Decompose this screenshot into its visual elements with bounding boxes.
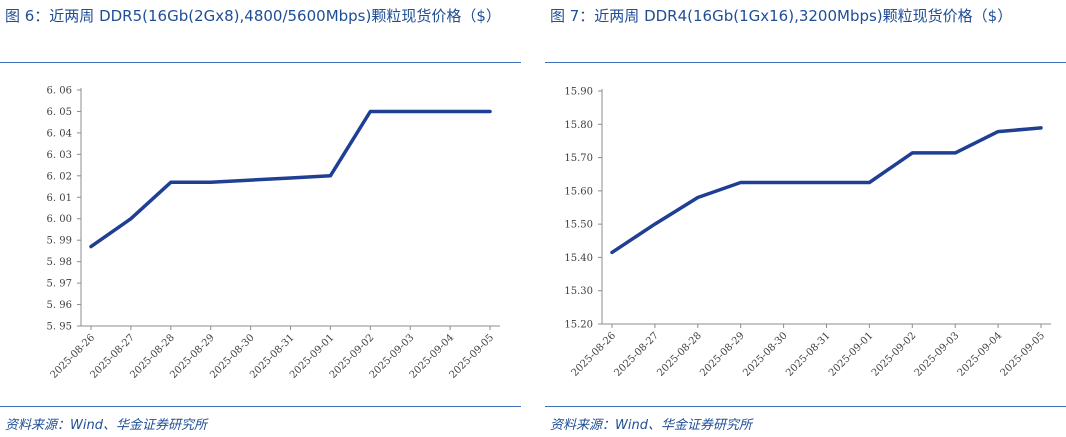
y-tick-label: 5. 95 (47, 322, 72, 333)
x-tick-label: 2025-08-26 (570, 330, 619, 379)
x-tick-label: 2025-09-01 (827, 330, 876, 379)
x-tick-label: 2025-09-03 (913, 330, 962, 379)
x-tick-label: 2025-08-28 (655, 330, 704, 379)
y-tick-label: 15.80 (564, 120, 593, 131)
y-tick-label: 6. 03 (47, 150, 72, 161)
x-tick-label: 2025-08-27 (612, 330, 661, 379)
source-note: 资料来源：Wind、华金证券研究所 (550, 418, 752, 433)
y-tick-label: 5. 96 (47, 300, 72, 311)
y-tick-label: 5. 97 (47, 279, 72, 290)
bottom-divider (545, 406, 1066, 407)
y-tick-label: 15.50 (564, 220, 593, 231)
bottom-divider (0, 406, 521, 407)
source-note: 资料来源：Wind、华金证券研究所 (5, 418, 207, 433)
x-tick-label: 2025-08-31 (784, 330, 833, 379)
x-tick-label: 2025-08-29 (698, 330, 747, 379)
y-tick-label: 15.30 (564, 286, 593, 297)
y-tick-label: 6. 06 (47, 86, 72, 97)
y-tick-label: 6. 05 (47, 107, 72, 118)
y-tick-label: 5. 99 (47, 236, 72, 247)
y-tick-label: 6. 01 (47, 193, 72, 204)
y-tick-label: 15.20 (564, 320, 593, 331)
top-divider (0, 62, 521, 63)
y-tick-label: 6. 02 (47, 171, 72, 182)
x-tick-label: 2025-09-04 (956, 330, 1005, 379)
figure-title: 图 7：近两周 DDR4(16Gb(1Gx16),3200Mbps)颗粒现货价格… (550, 7, 1013, 25)
price-series-line (610, 126, 1043, 255)
chart-panel-ddr5: 图 6：近两周 DDR5(16Gb(2Gx8),4800/5600Mbps)颗粒… (0, 0, 521, 437)
ddr4-price-line-chart: 15.20 15.30 15.40 15.50 15.60 15.70 15.80 15.90… (564, 87, 1051, 379)
x-tick-label: 2025-08-30 (741, 330, 790, 379)
y-tick-label: 5. 98 (47, 257, 72, 268)
x-tick-label: 2025-09-05 (999, 330, 1048, 379)
chart-panel-ddr4: 图 7：近两周 DDR4(16Gb(1Gx16),3200Mbps)颗粒现货价格… (545, 0, 1066, 437)
price-series-line (89, 109, 492, 249)
y-tick-label: 15.70 (564, 153, 593, 164)
figure-title: 图 6：近两周 DDR5(16Gb(2Gx8),4800/5600Mbps)颗粒… (5, 7, 501, 25)
y-tick-label: 6. 00 (47, 214, 72, 225)
y-tick-label: 15.40 (564, 253, 593, 264)
x-tick-label: 2025-09-02 (870, 330, 919, 379)
y-tick-label: 6. 04 (47, 128, 72, 139)
y-tick-label: 15.60 (564, 186, 593, 197)
ddr5-price-line-chart: 5. 95 5. 96 5. 97 5. 98 5. 99 6. 00 6. 01 6. 02… (47, 86, 500, 381)
y-tick-label: 15.90 (564, 87, 593, 98)
top-divider (545, 62, 1066, 63)
